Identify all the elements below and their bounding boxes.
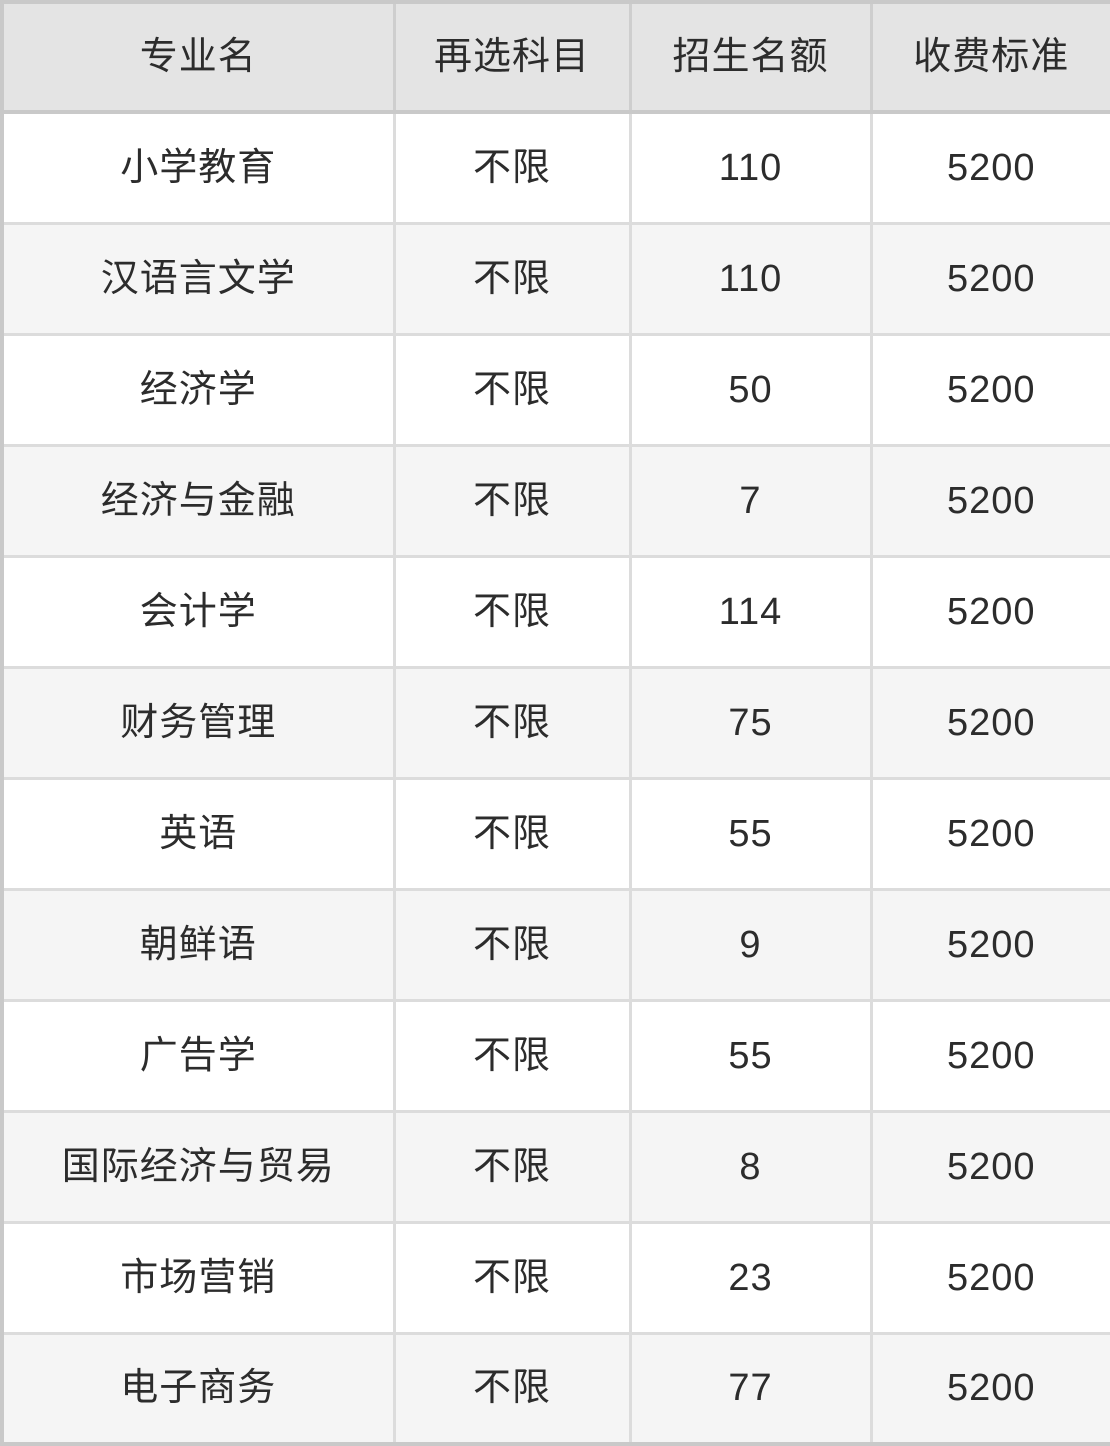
cell-tuition-fee: 5200 <box>869 443 1110 558</box>
cell-major-name: 小学教育 <box>0 110 396 225</box>
cell-tuition-fee: 5200 <box>869 1109 1110 1224</box>
table-row: 小学教育 不限 110 5200 <box>0 110 1110 225</box>
cell-enrollment-quota: 77 <box>628 1331 873 1446</box>
table-row: 财务管理 不限 75 5200 <box>0 665 1110 780</box>
col-header-tuition-fee: 收费标准 <box>869 0 1110 114</box>
cell-major-name: 汉语言文学 <box>0 221 396 336</box>
table-row: 经济学 不限 50 5200 <box>0 332 1110 447</box>
cell-reselect-subjects: 不限 <box>392 332 632 447</box>
cell-reselect-subjects: 不限 <box>392 1220 632 1335</box>
table-row: 市场营销 不限 23 5200 <box>0 1220 1110 1335</box>
cell-tuition-fee: 5200 <box>869 221 1110 336</box>
cell-reselect-subjects: 不限 <box>392 665 632 780</box>
cell-major-name: 广告学 <box>0 998 396 1113</box>
cell-reselect-subjects: 不限 <box>392 998 632 1113</box>
table-row: 朝鲜语 不限 9 5200 <box>0 887 1110 1002</box>
table-row: 广告学 不限 55 5200 <box>0 998 1110 1113</box>
cell-reselect-subjects: 不限 <box>392 221 632 336</box>
cell-reselect-subjects: 不限 <box>392 1109 632 1224</box>
cell-tuition-fee: 5200 <box>869 776 1110 891</box>
cell-enrollment-quota: 110 <box>628 110 873 225</box>
cell-tuition-fee: 5200 <box>869 332 1110 447</box>
cell-enrollment-quota: 55 <box>628 776 873 891</box>
col-header-enrollment-quota: 招生名额 <box>628 0 873 114</box>
cell-reselect-subjects: 不限 <box>392 110 632 225</box>
table-row: 会计学 不限 114 5200 <box>0 554 1110 669</box>
cell-reselect-subjects: 不限 <box>392 1331 632 1446</box>
cell-major-name: 国际经济与贸易 <box>0 1109 396 1224</box>
table-row: 电子商务 不限 77 5200 <box>0 1331 1110 1446</box>
table-row: 经济与金融 不限 7 5200 <box>0 443 1110 558</box>
cell-tuition-fee: 5200 <box>869 998 1110 1113</box>
cell-tuition-fee: 5200 <box>869 665 1110 780</box>
cell-enrollment-quota: 23 <box>628 1220 873 1335</box>
cell-enrollment-quota: 7 <box>628 443 873 558</box>
table-row: 国际经济与贸易 不限 8 5200 <box>0 1109 1110 1224</box>
cell-enrollment-quota: 75 <box>628 665 873 780</box>
cell-enrollment-quota: 8 <box>628 1109 873 1224</box>
cell-reselect-subjects: 不限 <box>392 443 632 558</box>
cell-major-name: 电子商务 <box>0 1331 396 1446</box>
cell-tuition-fee: 5200 <box>869 110 1110 225</box>
cell-tuition-fee: 5200 <box>869 1331 1110 1446</box>
cell-reselect-subjects: 不限 <box>392 554 632 669</box>
cell-enrollment-quota: 110 <box>628 221 873 336</box>
table-row: 汉语言文学 不限 110 5200 <box>0 221 1110 336</box>
cell-enrollment-quota: 114 <box>628 554 873 669</box>
cell-major-name: 经济学 <box>0 332 396 447</box>
cell-major-name: 市场营销 <box>0 1220 396 1335</box>
cell-tuition-fee: 5200 <box>869 554 1110 669</box>
table-body: 小学教育 不限 110 5200 汉语言文学 不限 110 5200 经济学 不限 50 5200 经济… <box>0 110 1110 1446</box>
header-row: 专业名 再选科目 招生名额 收费标准 <box>0 0 1110 114</box>
cell-major-name: 英语 <box>0 776 396 891</box>
cell-enrollment-quota: 50 <box>628 332 873 447</box>
cell-reselect-subjects: 不限 <box>392 776 632 891</box>
cell-enrollment-quota: 55 <box>628 998 873 1113</box>
cell-major-name: 朝鲜语 <box>0 887 396 1002</box>
cell-tuition-fee: 5200 <box>869 887 1110 1002</box>
col-header-major-name: 专业名 <box>0 0 396 114</box>
cell-tuition-fee: 5200 <box>869 1220 1110 1335</box>
cell-major-name: 会计学 <box>0 554 396 669</box>
table-row: 英语 不限 55 5200 <box>0 776 1110 891</box>
cell-major-name: 经济与金融 <box>0 443 396 558</box>
cell-reselect-subjects: 不限 <box>392 887 632 1002</box>
cell-major-name: 财务管理 <box>0 665 396 780</box>
cell-enrollment-quota: 9 <box>628 887 873 1002</box>
col-header-reselect-subjects: 再选科目 <box>392 0 632 114</box>
table-header: 专业名 再选科目 招生名额 收费标准 <box>0 0 1110 114</box>
